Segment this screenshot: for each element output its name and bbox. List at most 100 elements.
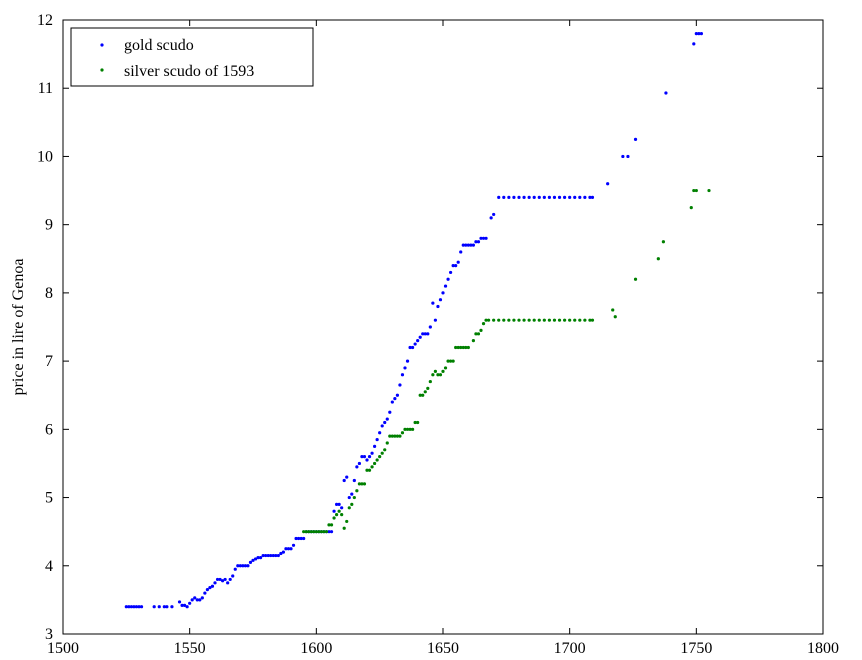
data-point (312, 530, 316, 534)
data-point (481, 236, 486, 240)
data-point (383, 448, 387, 452)
data-point (542, 318, 546, 322)
data-point (157, 605, 161, 609)
data-point (193, 596, 197, 600)
data-point (436, 304, 440, 309)
data-point (471, 243, 475, 247)
data-point (547, 195, 552, 199)
data-point (461, 243, 465, 247)
data-point (380, 451, 384, 455)
data-point (188, 601, 192, 605)
data-point (512, 195, 516, 199)
x-tick-label: 1650 (427, 640, 459, 657)
data-point (456, 260, 460, 264)
data-point (291, 543, 296, 547)
data-point (373, 461, 377, 466)
data-point (134, 605, 139, 609)
data-point (697, 32, 701, 36)
data-point (309, 530, 313, 534)
x-tick-label: 1500 (47, 640, 79, 657)
data-point (370, 465, 374, 469)
data-point (449, 359, 453, 363)
data-point (692, 42, 696, 46)
data-point (661, 240, 666, 244)
data-point (365, 458, 369, 462)
axis-ticks (62, 19, 824, 635)
data-point (274, 553, 278, 558)
data-point (583, 195, 587, 199)
data-point (345, 475, 349, 479)
data-point (416, 420, 420, 425)
data-point (297, 536, 301, 541)
y-tick-label: 11 (38, 80, 53, 97)
data-point (180, 603, 184, 607)
data-point (390, 400, 394, 404)
data-point (284, 547, 288, 551)
data-point (476, 332, 481, 336)
data-point (527, 318, 531, 322)
data-point (426, 332, 430, 336)
data-point (375, 458, 379, 462)
data-point (423, 332, 427, 336)
legend-box (70, 27, 314, 87)
data-point (573, 195, 577, 199)
x-tick-labels: 1500 1550 1600 1650 1700 1750 1800 (47, 640, 839, 657)
y-tick-label: 5 (45, 490, 53, 507)
data-point (418, 335, 422, 339)
data-point (246, 564, 250, 568)
data-point (431, 301, 435, 305)
data-point (606, 182, 610, 186)
data-point (347, 495, 351, 500)
data-point (464, 345, 468, 350)
data-point (185, 605, 189, 609)
data-point (190, 598, 194, 602)
data-point (552, 195, 557, 199)
data-point (656, 257, 660, 261)
data-point (449, 270, 453, 275)
data-point (451, 359, 455, 363)
data-point (365, 468, 369, 472)
data-point (633, 137, 638, 141)
data-point (568, 318, 572, 322)
data-point (497, 318, 501, 322)
data-point (302, 530, 306, 534)
data-point (329, 523, 334, 527)
data-point (421, 393, 425, 397)
data-point (347, 506, 351, 510)
data-point (261, 553, 265, 558)
data-point (552, 318, 557, 322)
data-point (689, 206, 693, 210)
data-point (205, 588, 209, 592)
data-point (438, 298, 443, 302)
legend-label-gold-scudo: gold scudo (124, 37, 194, 54)
data-point (360, 482, 364, 486)
data-point (479, 236, 483, 240)
data-point (454, 264, 458, 268)
data-point (228, 577, 232, 582)
data-point (413, 342, 417, 346)
data-point (373, 444, 377, 448)
data-point (532, 195, 536, 199)
data-point (527, 195, 531, 199)
x-tick-label: 1750 (680, 640, 712, 657)
data-point (456, 345, 460, 350)
data-point (395, 393, 399, 397)
data-point (454, 345, 458, 350)
x-tick-label: 1700 (554, 640, 586, 657)
data-point (411, 345, 415, 350)
data-point (694, 32, 698, 36)
data-point (170, 605, 174, 609)
data-point (441, 369, 445, 373)
data-point (405, 427, 410, 431)
data-point (563, 195, 567, 199)
data-point (699, 32, 704, 36)
data-point (426, 386, 430, 390)
data-point (177, 600, 182, 604)
data-point (446, 277, 450, 281)
data-point (335, 502, 339, 506)
data-point (557, 318, 562, 322)
data-point (327, 530, 331, 534)
data-point (557, 195, 562, 199)
y-tick-label: 9 (45, 217, 53, 234)
